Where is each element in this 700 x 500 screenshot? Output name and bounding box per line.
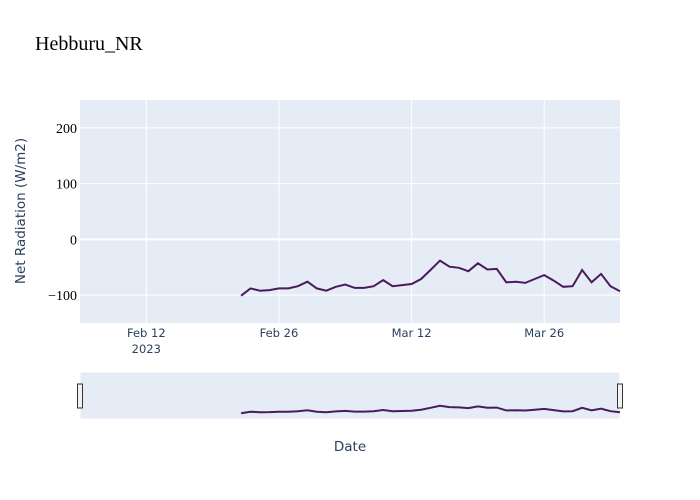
data-point (418, 276, 424, 282)
data-point (475, 260, 481, 266)
data-point (285, 285, 291, 291)
data-point (589, 279, 595, 285)
data-point (456, 265, 462, 271)
range-slider-right-handle[interactable] (617, 383, 623, 409)
y-tick-label: 0 (70, 233, 77, 248)
x-tick-label: Feb 26 (260, 326, 299, 340)
y-axis-label: Net Radiation (W/m2) (13, 138, 29, 284)
data-point (314, 285, 320, 291)
data-point (295, 283, 301, 289)
data-point (570, 283, 576, 289)
x-ticks: Feb 12 2023 Feb 26 Mar 12 Mar 26 (127, 326, 564, 356)
x-tick-label: Mar 26 (524, 326, 564, 340)
data-point (560, 284, 566, 290)
data-point (333, 284, 339, 290)
data-point (276, 285, 282, 291)
data-point (598, 271, 604, 277)
data-point (352, 285, 358, 291)
range-slider-line (240, 404, 621, 415)
x-tick-sublabel: 2023 (132, 342, 161, 356)
data-point (371, 283, 377, 289)
data-point (390, 283, 396, 289)
data-point (304, 279, 310, 285)
data-point (380, 277, 386, 283)
data-point (551, 278, 557, 284)
data-point (617, 288, 623, 294)
y-tick-label: −100 (48, 289, 77, 304)
y-tick-label: 100 (56, 178, 77, 193)
data-point (513, 279, 519, 285)
data-point (541, 272, 547, 278)
y-tick-label: 200 (56, 122, 77, 137)
data-point (494, 266, 500, 272)
data-point (579, 267, 585, 273)
data-point (522, 280, 528, 286)
x-tick-label: Mar 12 (392, 326, 432, 340)
data-point (342, 282, 348, 288)
data-point (446, 264, 452, 270)
range-slider-left-handle[interactable] (77, 383, 83, 409)
x-tick-label: Feb 12 (127, 326, 166, 340)
data-point (323, 288, 329, 294)
data-point (257, 288, 263, 294)
data-point (238, 293, 244, 299)
data-point (428, 267, 434, 273)
data-point (484, 266, 490, 272)
chart-title: Hebburu_NR (35, 33, 143, 55)
data-point (437, 258, 443, 264)
data-point (361, 285, 367, 291)
data-point (248, 285, 254, 291)
plot-area[interactable] (80, 100, 620, 323)
data-point (608, 283, 614, 289)
y-ticks: 200 100 0 −100 (48, 122, 77, 304)
series-line[interactable] (240, 259, 621, 297)
data-point (409, 281, 415, 287)
data-point (399, 282, 405, 288)
data-point (266, 287, 272, 293)
data-point (532, 276, 538, 282)
gridlines (80, 100, 620, 323)
data-point (465, 268, 471, 274)
x-axis-label: Date (334, 439, 366, 455)
data-point (503, 279, 509, 285)
